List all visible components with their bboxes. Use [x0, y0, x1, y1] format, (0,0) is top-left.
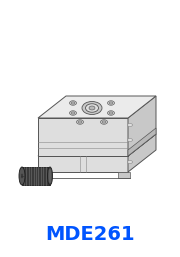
Ellipse shape	[127, 124, 132, 126]
Ellipse shape	[69, 111, 76, 115]
Polygon shape	[38, 96, 156, 118]
Polygon shape	[118, 172, 130, 178]
Ellipse shape	[48, 168, 52, 184]
Polygon shape	[38, 134, 156, 156]
Ellipse shape	[100, 120, 107, 124]
Ellipse shape	[78, 121, 82, 123]
Polygon shape	[22, 167, 50, 185]
Polygon shape	[38, 156, 128, 172]
Ellipse shape	[82, 102, 102, 115]
Text: MDE261: MDE261	[45, 225, 135, 244]
Polygon shape	[35, 172, 48, 180]
Polygon shape	[128, 134, 156, 172]
Ellipse shape	[89, 106, 95, 110]
Ellipse shape	[107, 101, 114, 105]
Ellipse shape	[107, 111, 114, 115]
Ellipse shape	[109, 102, 113, 104]
Ellipse shape	[127, 139, 132, 142]
Polygon shape	[128, 96, 156, 156]
Ellipse shape	[19, 167, 25, 185]
Ellipse shape	[109, 112, 113, 114]
Ellipse shape	[102, 121, 106, 123]
Ellipse shape	[48, 167, 53, 185]
Ellipse shape	[69, 101, 76, 105]
Polygon shape	[128, 128, 156, 156]
Ellipse shape	[71, 102, 75, 104]
Ellipse shape	[127, 161, 132, 163]
Ellipse shape	[76, 120, 84, 124]
Ellipse shape	[86, 104, 98, 112]
Ellipse shape	[71, 112, 75, 114]
Polygon shape	[38, 118, 128, 156]
